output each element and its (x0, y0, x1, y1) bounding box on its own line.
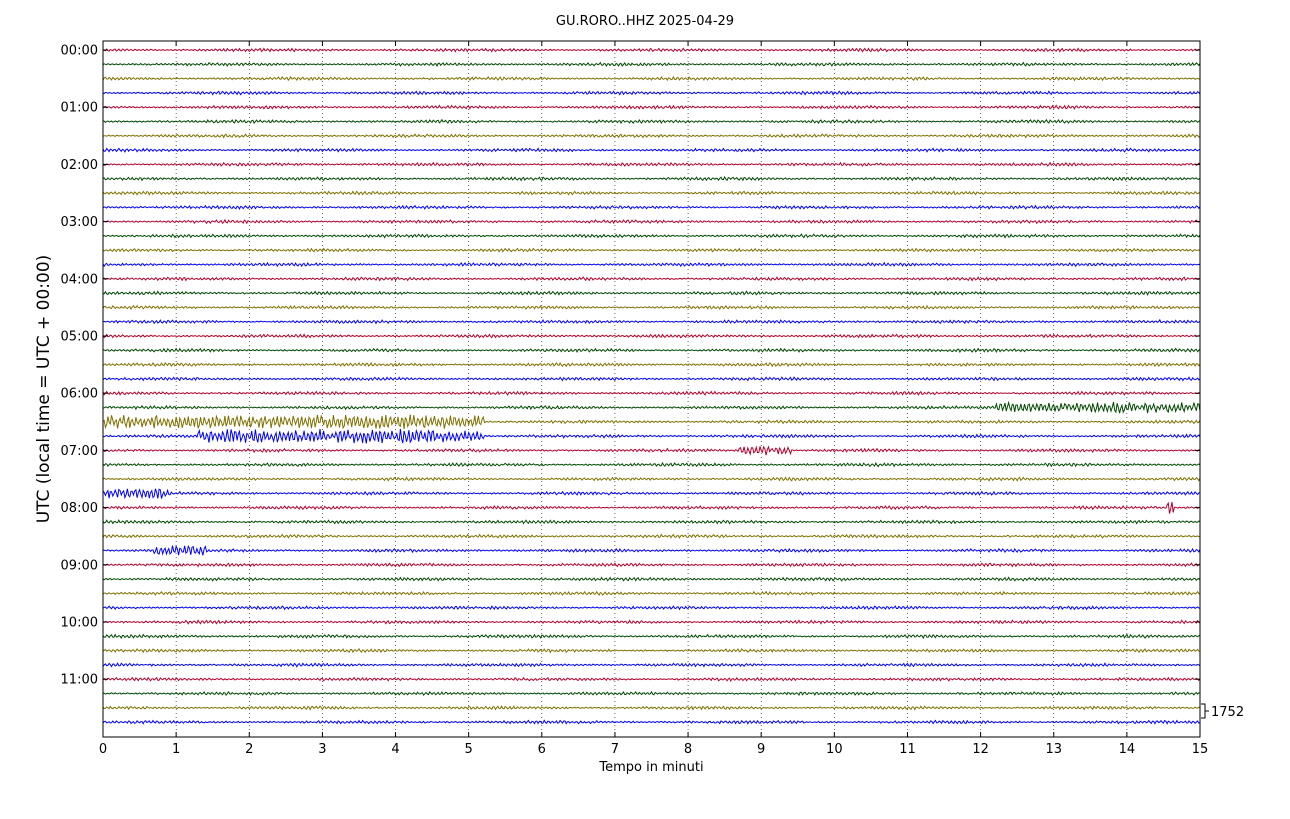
x-tick-label: 1 (172, 742, 180, 757)
trace-line (102, 47, 1201, 53)
trace-line (102, 290, 1201, 296)
x-tick-label: 13 (1045, 742, 1062, 757)
trace-line (102, 619, 1201, 625)
scale-label: 1752 (1211, 705, 1244, 720)
trace-line (102, 648, 1201, 654)
trace-line (102, 304, 1201, 311)
trace-line (102, 318, 1201, 325)
trace-line (102, 544, 1201, 556)
x-tick-label: 14 (1119, 742, 1136, 757)
trace-line (102, 161, 1201, 167)
y-tick-label: 04:00 (61, 272, 98, 287)
y-axis-label: UTC (local time = UTC + 00:00) (34, 255, 54, 524)
y-tick-label: 02:00 (61, 158, 98, 173)
y-tick-label: 10:00 (61, 616, 98, 631)
trace-line (102, 501, 1201, 514)
trace-line (102, 147, 1200, 153)
trace-line (102, 445, 1201, 456)
y-tick-label: 07:00 (61, 444, 98, 459)
trace-line (102, 414, 1201, 430)
trace-line (102, 562, 1201, 568)
vertical-grid (175, 41, 1128, 737)
trace-line (102, 276, 1201, 282)
trace-line (102, 118, 1201, 125)
x-tick-label: 9 (757, 742, 765, 757)
trace-line (102, 247, 1201, 253)
trace-line (102, 719, 1201, 725)
x-tick-label: 5 (465, 742, 473, 757)
trace-line (102, 400, 1201, 414)
trace-line (102, 376, 1201, 382)
y-tick-label: 01:00 (61, 101, 98, 116)
trace-line (102, 519, 1201, 525)
x-tick-label: 3 (318, 742, 326, 757)
trace-line (102, 662, 1201, 668)
y-axis-ticks: 00:00 01:00 02:00 03:00 04:00 05:00 06:00 07:00… (61, 44, 1200, 688)
x-tick-label: 6 (538, 742, 546, 757)
y-tick-label: 06:00 (61, 387, 98, 402)
x-tick-label: 4 (391, 742, 399, 757)
trace-line (102, 476, 1201, 482)
trace-line (102, 690, 1201, 697)
y-tick-label: 09:00 (61, 558, 98, 573)
x-tick-label: 0 (99, 742, 107, 757)
trace-line (102, 428, 1201, 444)
x-tick-label: 15 (1192, 742, 1209, 757)
trace-line (102, 175, 1201, 182)
x-tick-label: 12 (972, 742, 989, 757)
y-tick-label: 11:00 (61, 673, 98, 688)
trace-line (102, 361, 1201, 368)
x-tick-label: 11 (899, 742, 916, 757)
trace-line (102, 90, 1201, 96)
trace-line (102, 233, 1201, 239)
x-tick-label: 10 (826, 742, 843, 757)
trace-line (102, 390, 1201, 396)
trace-line (102, 604, 1201, 611)
y-tick-label: 00:00 (61, 44, 98, 59)
trace-line (102, 676, 1201, 682)
x-axis-ticks: 0 1 2 3 4 5 6 7 8 9 10 11 12 13 14 15 (99, 41, 1208, 757)
plot-frame (102, 40, 1201, 738)
x-tick-label: 7 (611, 742, 619, 757)
y-tick-label: 05:00 (61, 330, 98, 345)
trace-line (102, 133, 1201, 139)
trace-line (102, 488, 1200, 500)
trace-line (102, 61, 1201, 68)
y-tick-label: 08:00 (61, 501, 98, 516)
trace-line (102, 333, 1201, 339)
x-tick-label: 2 (245, 742, 253, 757)
trace-line (102, 576, 1201, 582)
trace-line (102, 533, 1201, 539)
scale-bar: 1752 (1201, 703, 1244, 720)
trace-line (102, 104, 1201, 110)
trace-line (102, 461, 1201, 468)
trace-line (102, 261, 1201, 268)
trace-line (102, 190, 1201, 196)
trace-line (102, 204, 1201, 210)
trace-line (102, 704, 1201, 711)
seismic-traces (102, 47, 1201, 725)
chart-title: GU.RORO..HHZ 2025-04-29 (556, 14, 734, 29)
trace-line (102, 75, 1201, 82)
y-tick-label: 03:00 (61, 215, 98, 230)
trace-line (102, 218, 1201, 225)
trace-line (102, 590, 1201, 596)
x-axis-label: Tempo in minuti (598, 760, 703, 775)
trace-line (102, 347, 1201, 354)
x-tick-label: 8 (684, 742, 692, 757)
trace-line (102, 633, 1201, 640)
scale-bracket (1201, 703, 1209, 719)
